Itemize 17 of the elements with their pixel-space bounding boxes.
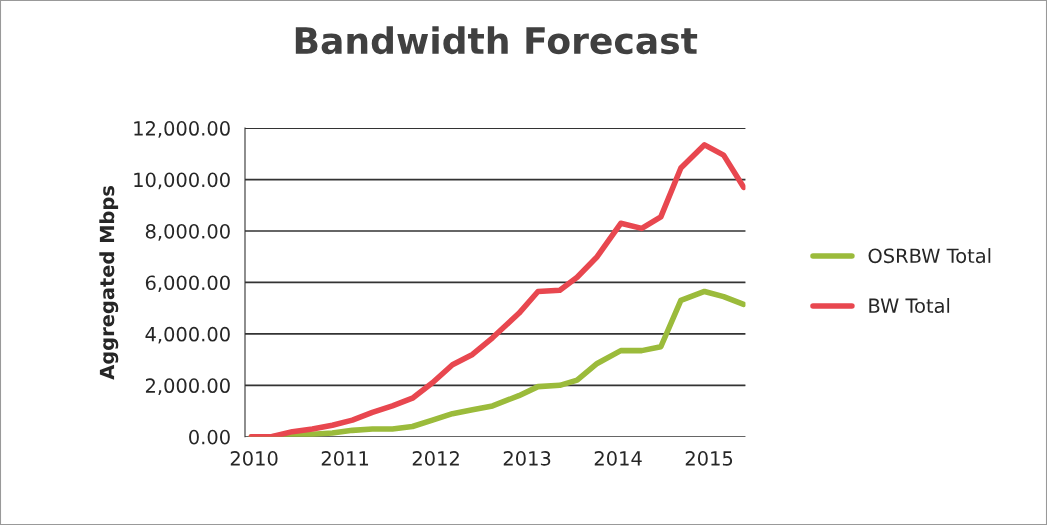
x-tick-label: 2010 — [230, 451, 278, 466]
y-tick-label: 0.00 — [189, 429, 230, 445]
legend-label: OSRBW Total — [868, 248, 991, 264]
y-tick-label: 12,000.00 — [134, 121, 230, 138]
y-axis-title: Aggregated Mbps — [99, 186, 119, 380]
x-tick-label: 2012 — [412, 451, 459, 466]
y-tick-label: 10,000.00 — [134, 172, 230, 190]
legend-label: BW Total — [869, 298, 950, 314]
chart-title: Bandwidth Forecast — [295, 26, 698, 55]
x-tick-label: 2014 — [594, 451, 642, 466]
y-tick-label: 6,000.00 — [145, 275, 230, 293]
x-tick-label: 2015 — [685, 451, 733, 466]
y-tick-label: 2,000.00 — [145, 378, 230, 395]
x-tick-label: 2011 — [321, 451, 369, 466]
y-tick-label: 4,000.00 — [145, 326, 230, 344]
y-tick-label: 8,000.00 — [145, 223, 230, 241]
x-tick-label: 2013 — [503, 451, 551, 466]
